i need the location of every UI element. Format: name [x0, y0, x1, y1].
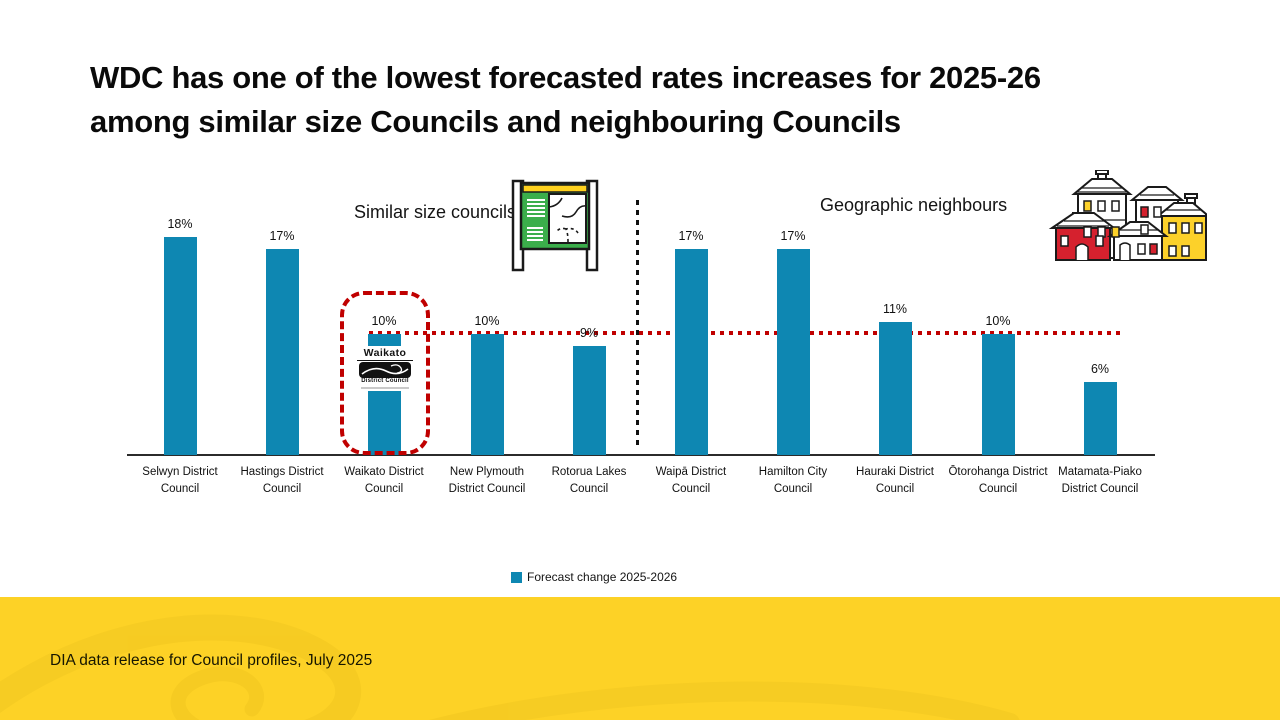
bar-category-label: Waikato District Council	[344, 466, 424, 496]
group-separator-line	[636, 200, 639, 450]
bar-value-label: 17%	[678, 229, 704, 243]
bar-category-label: New Plymouth District Council	[448, 466, 526, 496]
waikato-logo-koru-icon	[359, 362, 411, 379]
waikato-highlight-box	[340, 291, 430, 455]
footer-band	[0, 597, 1280, 725]
map-signboard-icon	[511, 179, 599, 272]
footer-source-text: DIA data release for Council profiles, J…	[50, 652, 373, 669]
bar-value-label: 10%	[985, 314, 1011, 328]
legend-swatch-icon	[511, 571, 522, 583]
group-label-similar-size-councils: Similar size councils	[353, 202, 516, 222]
bar-category-label: Hauraki District Council	[856, 466, 934, 496]
slide-title: WDC has one of the lowest forecasted rat…	[90, 56, 1195, 144]
bar	[675, 249, 708, 455]
bar-value-label: 11%	[882, 302, 908, 316]
bar	[1084, 382, 1117, 455]
slide-title-line2: among similar size Councils and neighbou…	[90, 104, 901, 140]
bar-category-label: Hamilton City Council	[758, 466, 828, 496]
bar-value-label: 9%	[579, 326, 599, 340]
bar-value-label: 18%	[167, 217, 193, 231]
bar-value-label: 17%	[780, 229, 806, 243]
bar	[982, 334, 1015, 455]
bar-value-label: 10%	[371, 314, 397, 328]
bar-category-label: Rotorua Lakes Council	[551, 466, 627, 496]
bar	[573, 346, 606, 455]
waikato-district-council-logo: Waikato District Council	[355, 346, 415, 391]
bar-category-label: Selwyn District Council	[142, 466, 218, 496]
waikato-logo-tagline-rule	[361, 386, 409, 389]
bar	[266, 249, 299, 455]
bar-category-label: Waipā District Council	[655, 466, 727, 496]
chart-legend: Forecast change 2025-2026	[511, 570, 677, 584]
bar-value-label: 10%	[474, 314, 500, 328]
slide-title-line1: WDC has one of the lowest forecasted rat…	[90, 60, 1041, 95]
bar	[164, 237, 197, 455]
houses-icon	[1048, 170, 1207, 261]
legend-label: Forecast change 2025-2026	[527, 570, 678, 584]
bar-category-label: Matamata-Piako District Council	[1058, 466, 1142, 496]
bar-category-label: Ōtorohanga District Council	[948, 466, 1048, 496]
bar	[471, 334, 504, 455]
waikato-logo-subtitle: District Council	[361, 378, 409, 385]
waikato-logo-name: Waikato	[357, 347, 413, 362]
bar	[879, 322, 912, 455]
bar-category-label: Hastings District Council	[240, 466, 324, 496]
bar-value-label: 17%	[269, 229, 295, 243]
reference-line-10-percent	[369, 331, 1120, 335]
group-label-geographic-neighbours: Geographic neighbours	[820, 195, 1008, 215]
x-axis-line	[127, 454, 1155, 456]
bar	[777, 249, 810, 455]
bar-value-label: 6%	[1090, 362, 1110, 376]
